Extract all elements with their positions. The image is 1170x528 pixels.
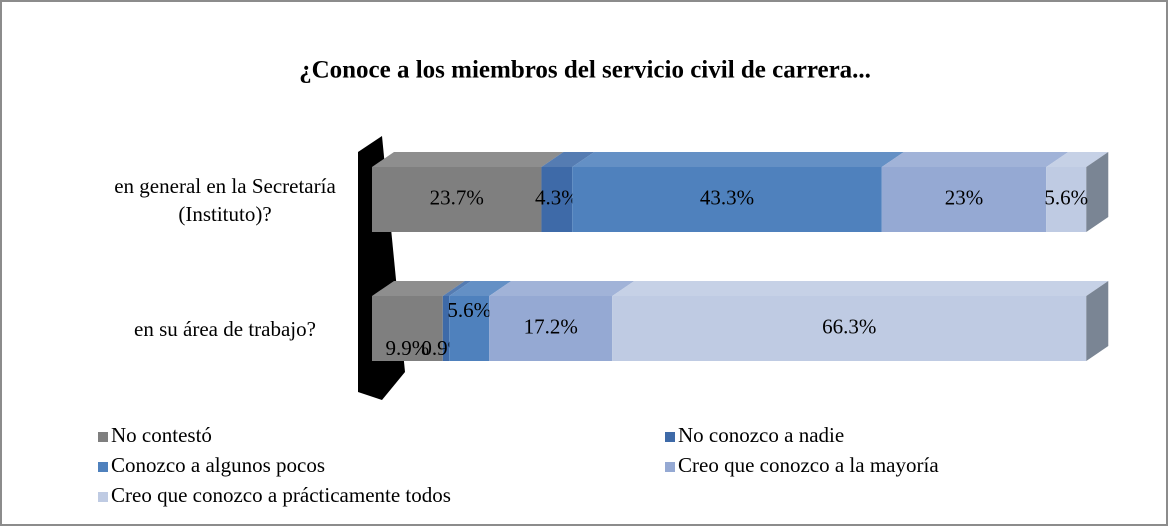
bar-segment bbox=[881, 167, 1047, 232]
bar-side bbox=[1086, 152, 1109, 232]
value-label: 17.2% bbox=[524, 314, 578, 338]
bar-segment bbox=[449, 296, 490, 361]
bar-segment bbox=[372, 167, 542, 232]
legend-label: No conozco a nadie bbox=[678, 423, 844, 447]
bar-top bbox=[572, 152, 904, 167]
value-label: 5.6% bbox=[447, 298, 491, 322]
bar-top-shade bbox=[489, 281, 635, 296]
bar-top-shade bbox=[442, 281, 472, 296]
legend-label: Creo que conozco a la mayoría bbox=[678, 453, 939, 477]
legend-label: Creo que conozco a prácticamente todos bbox=[111, 483, 451, 507]
chart-title: ¿Conoce a los miembros del servicio civi… bbox=[299, 57, 871, 84]
bar-top-shade bbox=[612, 281, 1109, 296]
legend-label: Conozco a algunos pocos bbox=[111, 453, 325, 477]
bar-top-shade bbox=[372, 152, 564, 167]
bar-top-shade bbox=[449, 281, 512, 296]
bar-segment bbox=[489, 296, 613, 361]
legend-swatch bbox=[98, 462, 108, 472]
value-label: 23.7% bbox=[430, 185, 484, 209]
bar-segment bbox=[541, 167, 573, 232]
legend-swatch bbox=[665, 432, 675, 442]
bar-top-shade bbox=[881, 152, 1069, 167]
category-label: en general en la Secretaría (Instituto)? bbox=[114, 173, 336, 226]
bar-segment bbox=[372, 296, 443, 361]
bar-top bbox=[449, 281, 512, 296]
bar-top bbox=[881, 152, 1069, 167]
legend-swatch bbox=[98, 492, 108, 502]
bar-top bbox=[612, 281, 1109, 296]
bar-segment bbox=[442, 296, 450, 361]
value-label: 5.6% bbox=[1044, 185, 1088, 209]
legend-label: No contestó bbox=[111, 423, 212, 447]
bar-segment bbox=[572, 167, 882, 232]
category-label: en su área de trabajo? bbox=[134, 316, 316, 341]
value-label: 66.3% bbox=[822, 314, 876, 338]
bar-side bbox=[1086, 281, 1109, 361]
bar-top bbox=[1046, 152, 1109, 167]
legend-swatch bbox=[98, 432, 108, 442]
value-label: 9.9% bbox=[386, 336, 430, 360]
bar-top-shade bbox=[541, 152, 595, 167]
bar-top bbox=[541, 152, 595, 167]
bar-top bbox=[372, 281, 465, 296]
bar-segment bbox=[612, 296, 1087, 361]
legend-swatch bbox=[665, 462, 675, 472]
value-label: 4.3% bbox=[535, 185, 579, 209]
bar-top-shade bbox=[1046, 152, 1109, 167]
value-label: 23% bbox=[945, 185, 984, 209]
value-label: 43.3% bbox=[700, 185, 754, 209]
bar-top bbox=[489, 281, 635, 296]
bar-top-shade bbox=[372, 281, 465, 296]
bar-segment bbox=[1046, 167, 1087, 232]
bar-top bbox=[372, 152, 564, 167]
bar-top bbox=[442, 281, 472, 296]
bar-top-shade bbox=[572, 152, 904, 167]
